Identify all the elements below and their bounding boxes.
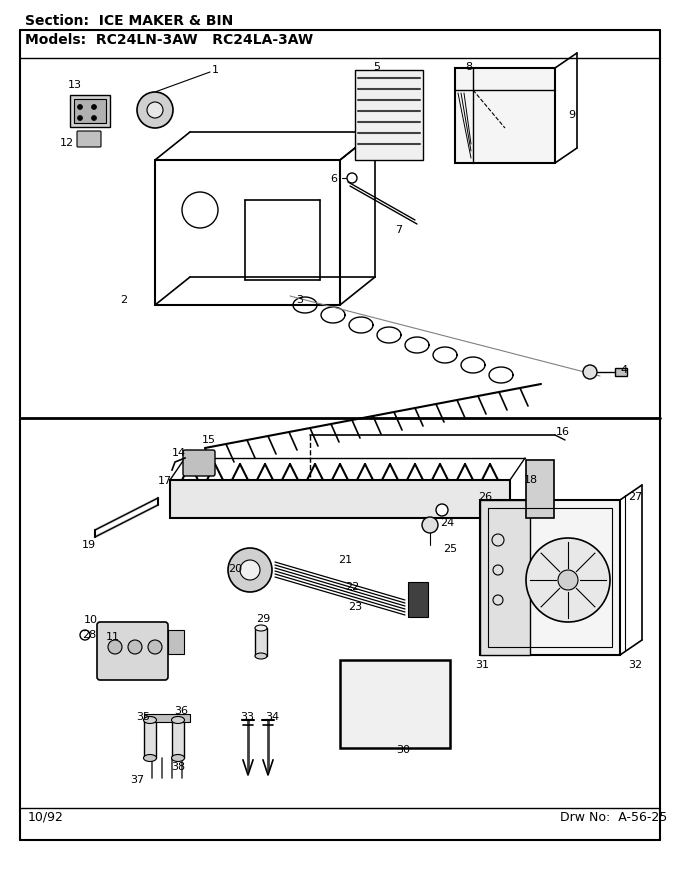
Text: 4: 4 [620,365,627,375]
Circle shape [92,115,97,121]
Text: 8: 8 [465,62,472,72]
Circle shape [422,517,438,533]
Text: 18: 18 [524,475,538,485]
Bar [488,508,612,647]
Text: 23: 23 [348,602,362,612]
Bar [170,480,510,518]
Bar [408,582,428,617]
Text: 7: 7 [395,225,402,235]
FancyBboxPatch shape [183,450,215,476]
Ellipse shape [143,716,156,723]
Text: 14: 14 [172,448,186,458]
Text: 1: 1 [212,65,219,75]
Circle shape [78,115,82,121]
Bar [74,99,106,123]
FancyBboxPatch shape [77,131,101,147]
Text: 34: 34 [265,712,279,722]
Bar [615,368,627,376]
Circle shape [558,570,578,590]
Text: 36: 36 [174,706,188,716]
Text: 27: 27 [628,492,642,502]
Circle shape [148,640,162,654]
Bar [480,500,620,655]
Text: 16: 16 [556,427,570,437]
Text: 26: 26 [478,492,492,502]
Text: 13: 13 [68,80,82,90]
Ellipse shape [143,754,156,761]
Text: 19: 19 [82,540,96,550]
Circle shape [583,365,597,379]
Bar [168,630,184,654]
Text: 2: 2 [120,295,127,305]
Text: 28: 28 [82,630,97,640]
Ellipse shape [171,754,184,761]
Bar [70,95,110,127]
Circle shape [228,548,272,592]
Text: 10/92: 10/92 [28,811,64,824]
Circle shape [92,105,97,109]
Text: 9: 9 [568,110,575,120]
Circle shape [347,173,357,183]
Bar [172,720,184,758]
Text: 37: 37 [130,775,144,785]
Bar [255,628,267,656]
Circle shape [436,504,448,516]
Ellipse shape [255,653,267,659]
Circle shape [128,640,142,654]
Text: 21: 21 [338,555,352,565]
Text: 33: 33 [240,712,254,722]
Bar [340,660,450,748]
FancyBboxPatch shape [97,622,168,680]
Text: 31: 31 [475,660,489,670]
Text: 38: 38 [171,762,185,772]
Bar [480,500,530,655]
Circle shape [147,102,163,118]
Text: Drw No:  A-56-25: Drw No: A-56-25 [560,811,667,824]
Text: 20: 20 [228,564,242,574]
Circle shape [240,560,260,580]
Bar [144,720,156,758]
Ellipse shape [171,716,184,723]
Bar [526,460,554,518]
Circle shape [108,640,122,654]
Text: 29: 29 [256,614,270,624]
Text: 25: 25 [443,544,457,554]
Text: 12: 12 [60,138,74,148]
Bar [355,70,423,160]
Text: 22: 22 [345,582,359,592]
Text: 6: 6 [330,174,337,184]
Bar [455,68,555,163]
Text: 17: 17 [158,476,172,486]
Text: 32: 32 [628,660,642,670]
Circle shape [526,538,610,622]
Text: Models:  RC24LN-3AW   RC24LA-3AW: Models: RC24LN-3AW RC24LA-3AW [25,33,313,47]
Circle shape [78,105,82,109]
Text: 10: 10 [84,615,98,625]
Text: 5: 5 [373,62,380,72]
Ellipse shape [255,625,267,631]
Text: Section:  ICE MAKER & BIN: Section: ICE MAKER & BIN [25,14,233,28]
Text: 11: 11 [106,632,120,642]
Text: 30: 30 [396,745,410,755]
Text: 35: 35 [136,712,150,722]
Circle shape [137,92,173,128]
Text: 24: 24 [440,518,454,528]
Bar [144,714,190,722]
Text: 15: 15 [202,435,216,445]
Text: 3: 3 [296,295,303,305]
